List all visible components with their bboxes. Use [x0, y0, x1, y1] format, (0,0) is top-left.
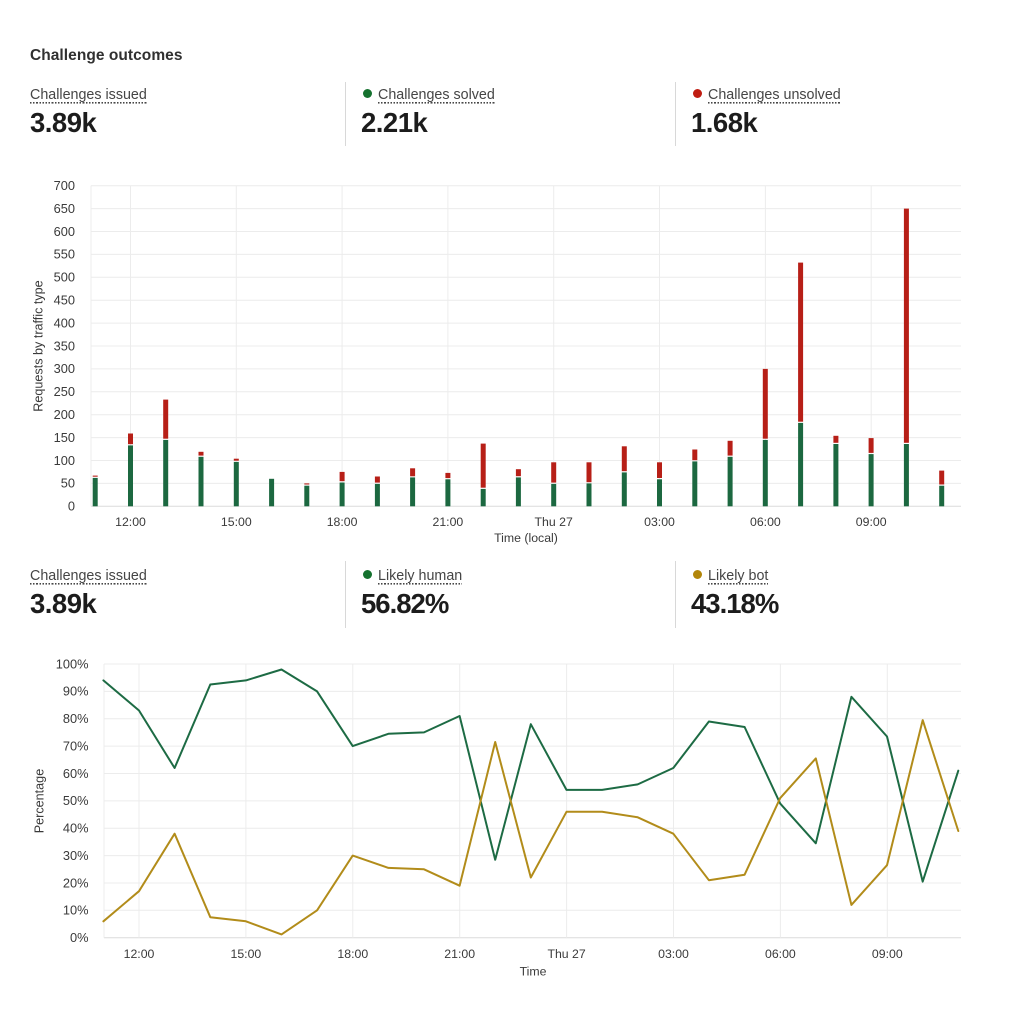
svg-text:18:00: 18:00: [337, 947, 368, 961]
svg-text:Thu 27: Thu 27: [535, 515, 573, 529]
svg-text:50: 50: [61, 476, 75, 491]
svg-text:550: 550: [54, 247, 75, 262]
svg-text:06:00: 06:00: [765, 947, 796, 961]
svg-text:09:00: 09:00: [856, 515, 887, 529]
svg-text:60%: 60%: [63, 766, 89, 781]
svg-text:200: 200: [54, 407, 75, 422]
svg-text:100: 100: [54, 453, 75, 468]
svg-text:Requests by traffic type: Requests by traffic type: [32, 280, 46, 411]
svg-text:15:00: 15:00: [221, 515, 252, 529]
svg-text:10%: 10%: [63, 903, 89, 918]
svg-text:06:00: 06:00: [750, 515, 781, 529]
svg-text:Thu 27: Thu 27: [547, 947, 585, 961]
svg-text:18:00: 18:00: [327, 515, 358, 529]
svg-text:70%: 70%: [63, 738, 89, 753]
svg-text:450: 450: [54, 293, 75, 308]
svg-text:12:00: 12:00: [115, 515, 146, 529]
svg-text:Time: Time: [520, 965, 547, 979]
svg-text:350: 350: [54, 338, 75, 353]
svg-text:20%: 20%: [63, 875, 89, 890]
svg-text:03:00: 03:00: [644, 515, 675, 529]
svg-text:21:00: 21:00: [433, 515, 464, 529]
svg-text:600: 600: [54, 224, 75, 239]
svg-text:650: 650: [54, 201, 75, 216]
svg-text:500: 500: [54, 270, 75, 285]
svg-text:80%: 80%: [63, 711, 89, 726]
svg-text:90%: 90%: [63, 684, 89, 699]
svg-text:03:00: 03:00: [658, 947, 689, 961]
svg-text:40%: 40%: [63, 821, 89, 836]
svg-text:250: 250: [54, 384, 75, 399]
svg-text:Time (local): Time (local): [494, 531, 558, 545]
svg-text:50%: 50%: [63, 793, 89, 808]
svg-text:150: 150: [54, 430, 75, 445]
svg-text:30%: 30%: [63, 848, 89, 863]
svg-text:12:00: 12:00: [124, 947, 155, 961]
svg-text:09:00: 09:00: [872, 947, 903, 961]
svg-text:21:00: 21:00: [444, 947, 475, 961]
svg-text:0: 0: [68, 499, 75, 514]
svg-text:0%: 0%: [70, 930, 89, 945]
svg-text:700: 700: [54, 178, 75, 193]
svg-text:Percentage: Percentage: [33, 769, 47, 833]
svg-text:100%: 100%: [56, 656, 89, 671]
svg-text:15:00: 15:00: [231, 947, 262, 961]
svg-text:300: 300: [54, 361, 75, 376]
svg-text:400: 400: [54, 315, 75, 330]
